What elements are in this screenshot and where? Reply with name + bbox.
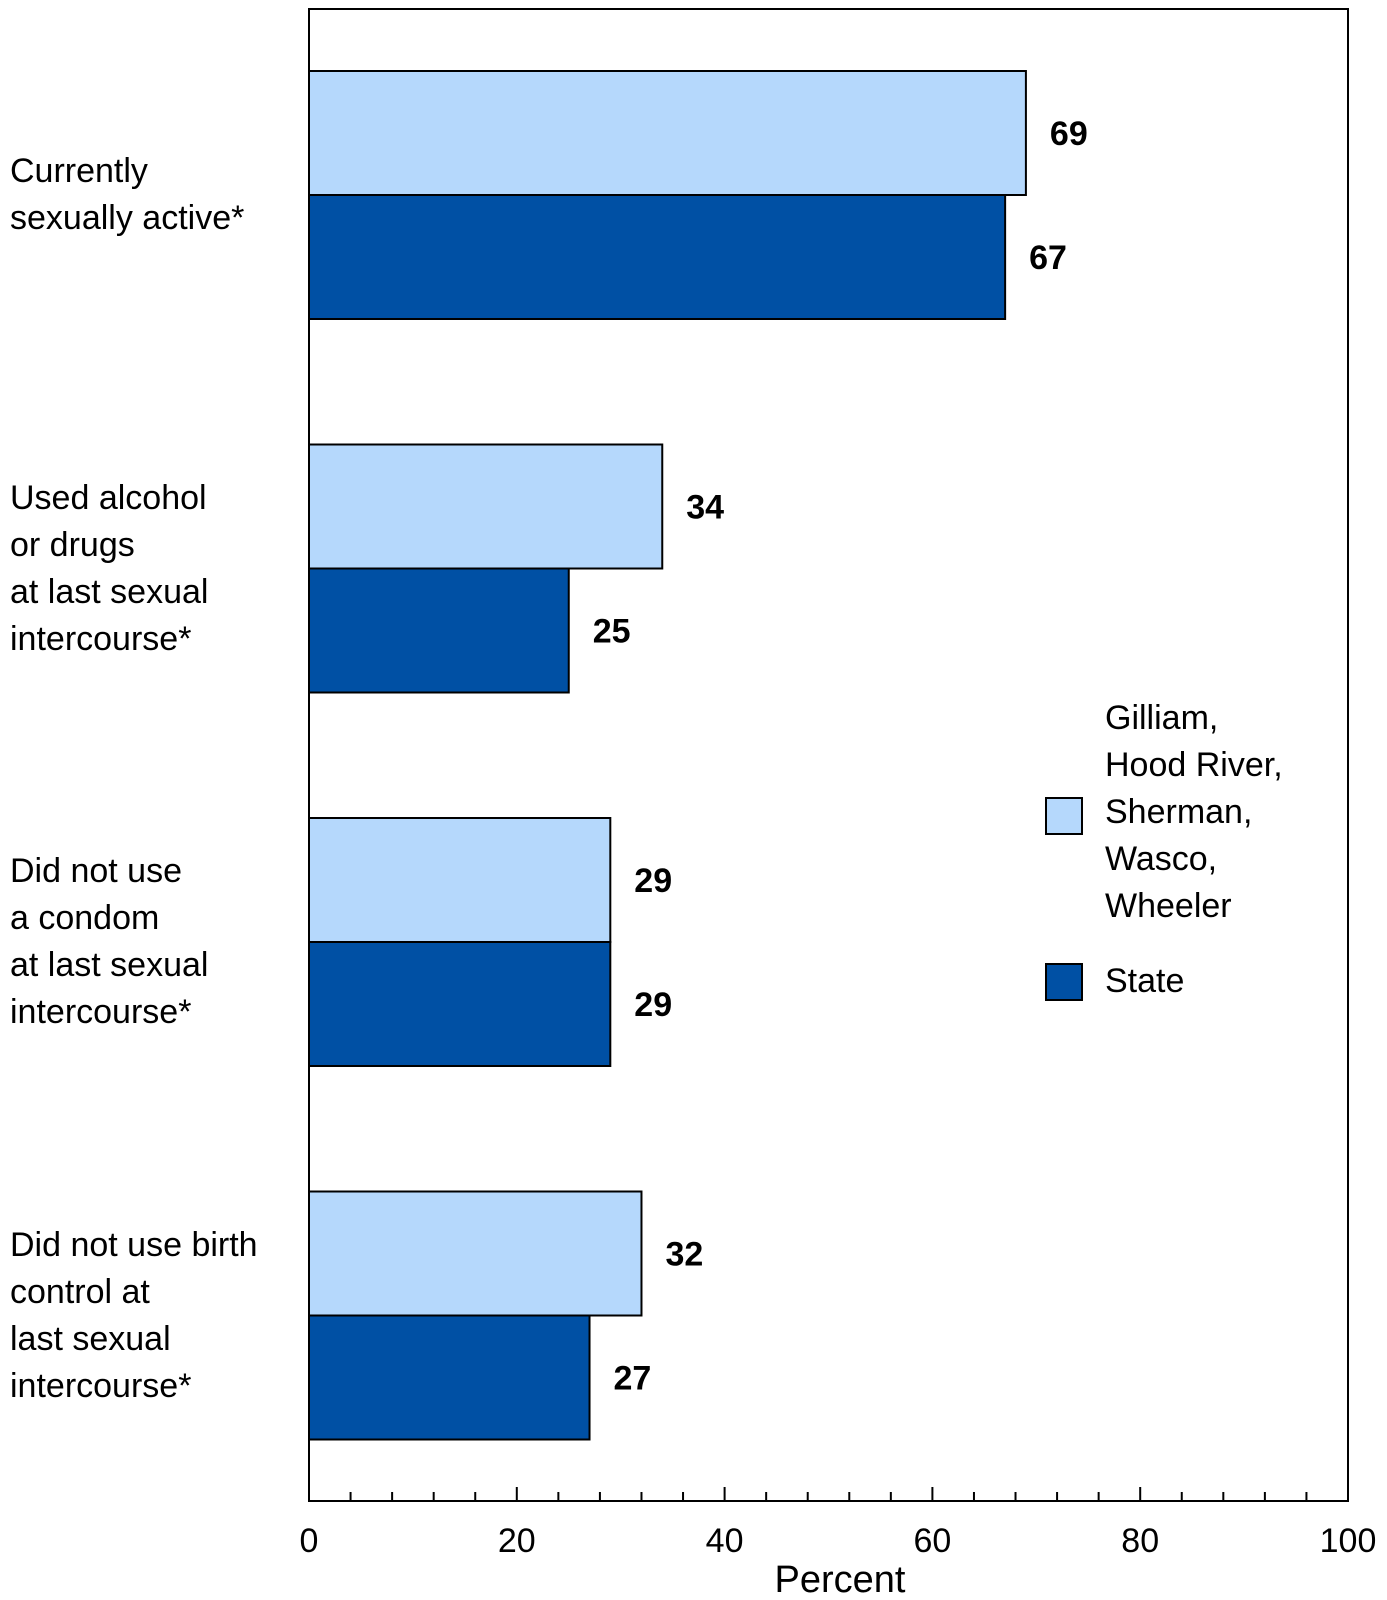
bar-1-3 — [308, 817, 612, 943]
x-tick-label: 20 — [498, 1522, 536, 1560]
legend-label-series-2: State — [1105, 962, 1185, 1000]
bars-layer — [308, 70, 1027, 1441]
category-label-4: Did not use birth control at last sexual… — [10, 1225, 258, 1405]
bar-1-4 — [308, 1190, 643, 1317]
bar-2-4 — [308, 1314, 591, 1441]
bar-1-1 — [308, 70, 1027, 196]
category-label-2: Used alcohol or drugs at last sexual int… — [10, 478, 209, 658]
value-label-2-4: 27 — [614, 1360, 652, 1398]
value-labels-layer: 69 67 34 25 29 29 32 27 — [593, 115, 1088, 1398]
bar-2-3 — [308, 941, 612, 1067]
bar-1-2 — [308, 443, 664, 570]
value-label-2-3: 29 — [634, 986, 672, 1024]
value-label-1-4: 32 — [665, 1236, 703, 1274]
legend-swatch-series-1 — [1045, 797, 1083, 835]
x-tick-label: 80 — [1121, 1522, 1159, 1560]
bar-2-1 — [308, 194, 1007, 320]
legend-swatch-series-2 — [1045, 963, 1083, 1001]
value-label-2-2: 25 — [593, 613, 631, 651]
value-label-1-3: 29 — [634, 862, 672, 900]
bar-2-2 — [308, 567, 570, 694]
x-tick-label: 100 — [1320, 1522, 1377, 1560]
x-tick-label: 0 — [300, 1522, 319, 1560]
x-tick-label: 60 — [913, 1522, 951, 1560]
category-label-3: Did not use a condom at last sexual inte… — [10, 852, 209, 1031]
plot-frame — [308, 8, 1349, 1502]
value-label-1-1: 69 — [1050, 115, 1088, 153]
legend-label-series-1: Gilliam, Hood River, Sherman, Wasco, Whe… — [1105, 699, 1283, 925]
ticks-layer: 0 20 40 60 80 100 — [300, 1487, 1377, 1560]
x-axis-title: Percent — [775, 1559, 906, 1600]
value-label-1-2: 34 — [686, 489, 724, 527]
x-tick-label: 40 — [706, 1522, 744, 1560]
category-label-1: Currently sexually active* — [10, 152, 245, 237]
value-label-2-1: 67 — [1029, 239, 1067, 277]
